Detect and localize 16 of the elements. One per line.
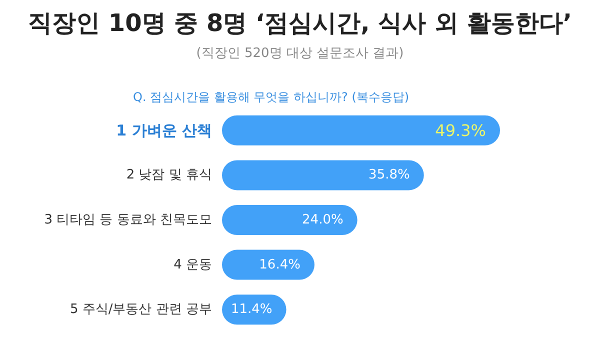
data-label: 16.4%	[259, 257, 300, 272]
data-label: 11.4%	[230, 302, 272, 318]
data-label: 24.0%	[302, 212, 344, 228]
y-tick-label: 2 낮잠 및 휴식	[126, 168, 212, 183]
data-label: 35.8%	[368, 168, 410, 183]
chart-title: 직장인 10명 중 8명 ‘점심시간, 식사 외 활동한다’	[28, 9, 572, 37]
bar	[222, 205, 358, 235]
data-label: 49.3%	[435, 120, 486, 140]
y-tick-label: 3 티타임 등 동료와 친목도모	[44, 212, 212, 228]
bar	[222, 160, 424, 190]
chart-subtitle: (직장인 520명 대상 설문조사 결과)	[196, 46, 404, 61]
y-tick-label: 1 가벼운 산책	[116, 121, 212, 140]
text: Q. 점심시간을 활용해 무엇을 하십니까? (복수응답)	[133, 90, 410, 104]
bar	[222, 115, 500, 146]
y-tick-label: 4 운동	[174, 257, 212, 272]
y-tick-label: 5 주식/부동산 관련 공부	[70, 302, 212, 318]
